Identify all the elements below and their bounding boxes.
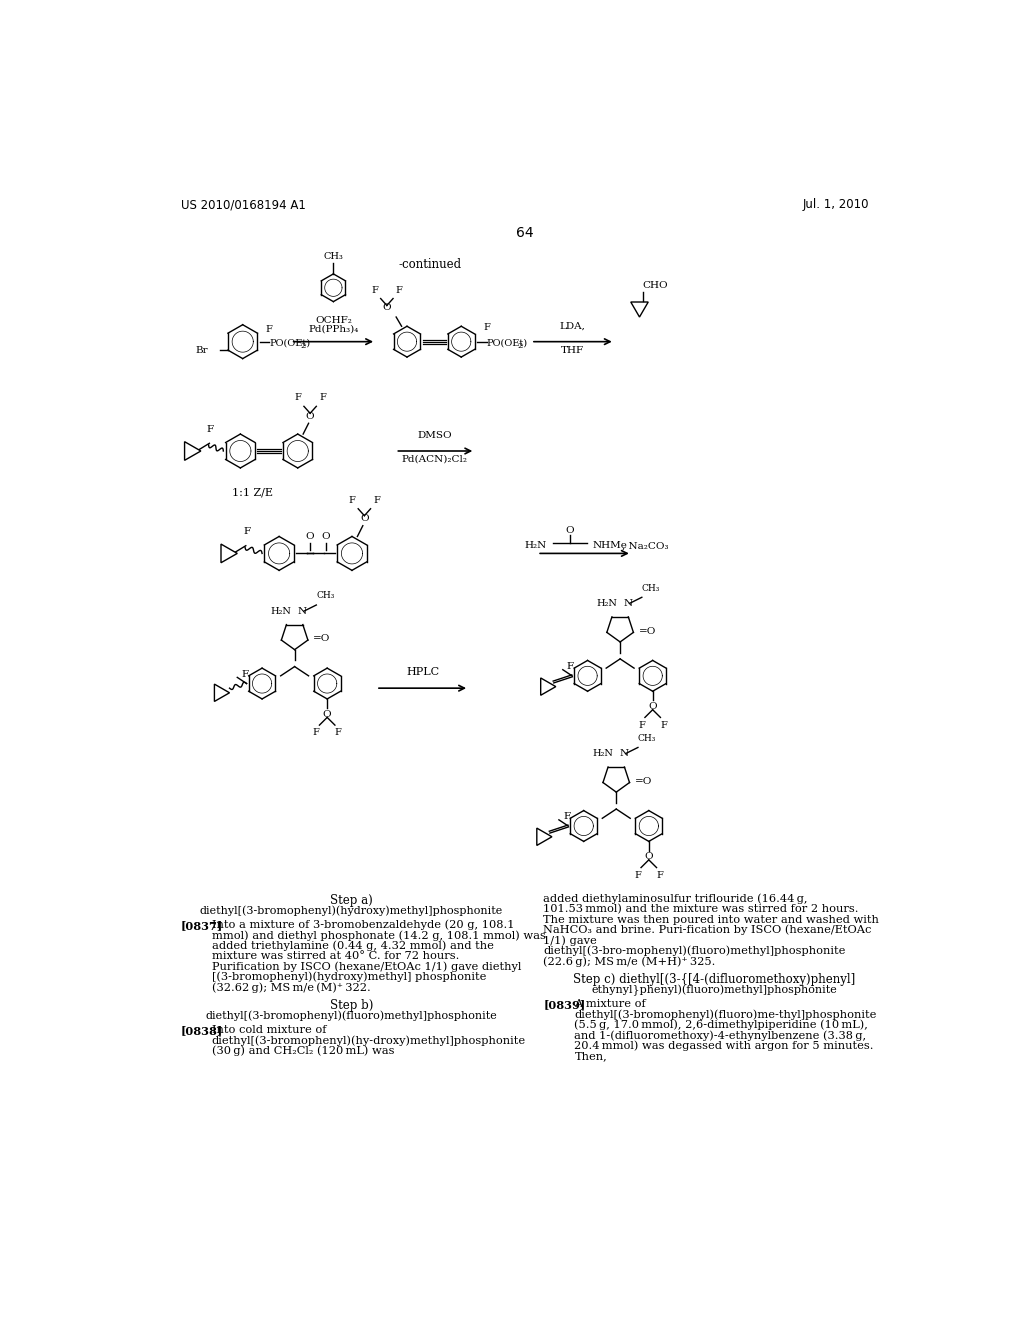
Text: H₂N: H₂N — [524, 541, 547, 550]
Text: CH₃: CH₃ — [638, 734, 656, 743]
Text: Br: Br — [196, 346, 208, 355]
Text: CHO: CHO — [643, 281, 669, 290]
Text: HPLC: HPLC — [406, 668, 439, 677]
Text: F: F — [265, 325, 272, 334]
Text: diethyl[(3-bromophenyl)(hy‑droxy)methyl]phosphonite: diethyl[(3-bromophenyl)(hy‑droxy)methyl]… — [212, 1035, 526, 1045]
Text: Then,: Then, — [574, 1051, 607, 1061]
Text: F: F — [396, 286, 402, 296]
Text: 2: 2 — [300, 342, 305, 350]
Text: F: F — [294, 393, 301, 403]
Text: Into a mixture of 3-bromobenzaldehyde (20 g, 108.1: Into a mixture of 3-bromobenzaldehyde (2… — [212, 920, 514, 931]
Text: O: O — [306, 412, 314, 421]
Text: N: N — [620, 750, 629, 758]
Text: O: O — [565, 525, 574, 535]
Text: 20.4 mmol) was degassed with argon for 5 minutes.: 20.4 mmol) was degassed with argon for 5… — [574, 1040, 873, 1051]
Text: 1/1) gave: 1/1) gave — [544, 936, 597, 946]
Text: F: F — [660, 721, 667, 730]
Text: LDA,: LDA, — [560, 322, 586, 331]
Text: F: F — [313, 729, 319, 737]
Text: Purification by ISCO (hexane/EtOAc 1/1) gave diethyl: Purification by ISCO (hexane/EtOAc 1/1) … — [212, 961, 521, 972]
Text: mmol) and diethyl phosphonate (14.2 g, 108.1 mmol) was: mmol) and diethyl phosphonate (14.2 g, 1… — [212, 931, 546, 941]
Text: -continued: -continued — [398, 259, 462, 272]
Text: A mixture of: A mixture of — [574, 999, 646, 1008]
Text: diethyl[(3-bromophenyl)(fluoro)me‑thyl]phosphonite: diethyl[(3-bromophenyl)(fluoro)me‑thyl]p… — [574, 1010, 877, 1020]
Text: PO(OEt): PO(OEt) — [486, 339, 528, 347]
Text: H₂N: H₂N — [596, 599, 617, 609]
Text: F: F — [319, 393, 327, 403]
Text: 1:1 Z/E: 1:1 Z/E — [231, 488, 272, 498]
Text: N: N — [624, 599, 633, 609]
Text: O: O — [322, 532, 330, 541]
Text: (30 g) and CH₂Cl₂ (120 mL) was: (30 g) and CH₂Cl₂ (120 mL) was — [212, 1045, 394, 1056]
Text: , Na₂CO₃: , Na₂CO₃ — [623, 541, 669, 550]
Text: THF: THF — [561, 346, 585, 355]
Text: [(3-bromophenyl)(hydroxy)methyl] phosphonite: [(3-bromophenyl)(hydroxy)methyl] phospho… — [212, 972, 486, 982]
Text: H₂N: H₂N — [592, 750, 613, 758]
Text: F: F — [335, 729, 341, 737]
Text: NaHCO₃ and brine. Puri‑fication by ISCO (hexane/EtOAc: NaHCO₃ and brine. Puri‑fication by ISCO … — [544, 925, 871, 936]
Text: [0837]: [0837] — [180, 920, 223, 931]
Text: Step c) diethyl[(3-{[4-(difluoromethoxy)phenyl]: Step c) diethyl[(3-{[4-(difluoromethoxy)… — [572, 973, 855, 986]
Text: (5.5 g, 17.0 mmol), 2,6-dimethylpiperidine (10 mL),: (5.5 g, 17.0 mmol), 2,6-dimethylpiperidi… — [574, 1019, 868, 1030]
Text: [0838]: [0838] — [180, 1026, 223, 1036]
Text: CH₃: CH₃ — [316, 591, 335, 601]
Text: F: F — [242, 669, 249, 678]
Text: diethyl[(3-bromophenyl)(hydroxy)methyl]phosphonite: diethyl[(3-bromophenyl)(hydroxy)methyl]p… — [200, 906, 503, 916]
Text: Jul. 1, 2010: Jul. 1, 2010 — [803, 198, 869, 211]
Text: F: F — [207, 425, 214, 434]
Text: diethyl[(3-bromophenyl)(fluoro)methyl]phosphonite: diethyl[(3-bromophenyl)(fluoro)methyl]ph… — [206, 1010, 497, 1020]
Text: (32.62 g); MS m/e (M)⁺ 322.: (32.62 g); MS m/e (M)⁺ 322. — [212, 982, 371, 993]
Text: O: O — [644, 853, 653, 861]
Text: F: F — [374, 496, 381, 506]
Text: O: O — [323, 710, 332, 718]
Text: added diethylaminosulfur triflouride (16.44 g,: added diethylaminosulfur triflouride (16… — [544, 894, 808, 904]
Text: NHMe: NHMe — [593, 541, 628, 550]
Text: (22.6 g); MS m/e (M+H)⁺ 325.: (22.6 g); MS m/e (M+H)⁺ 325. — [544, 956, 716, 966]
Text: H₂N: H₂N — [270, 607, 292, 615]
Text: ethynyl}phenyl)(fluoro)methyl]phosphonite: ethynyl}phenyl)(fluoro)methyl]phosphonit… — [591, 985, 837, 995]
Text: F: F — [635, 871, 641, 879]
Text: O: O — [360, 515, 369, 524]
Text: The mixture was then poured into water and washed with: The mixture was then poured into water a… — [544, 915, 880, 924]
Text: DMSO: DMSO — [418, 432, 453, 441]
Text: F: F — [348, 496, 355, 506]
Text: Step a): Step a) — [330, 894, 373, 907]
Text: [0839]: [0839] — [544, 999, 586, 1010]
Text: F: F — [638, 721, 645, 730]
Text: CH₃: CH₃ — [642, 583, 660, 593]
Text: F: F — [656, 871, 664, 879]
Text: O: O — [648, 702, 657, 711]
Text: F: F — [371, 286, 378, 296]
Text: Step b): Step b) — [330, 999, 373, 1012]
Text: =O: =O — [635, 777, 652, 785]
Text: and 1-(difluoromethoxy)-4-ethynylbenzene (3.38 g,: and 1-(difluoromethoxy)-4-ethynylbenzene… — [574, 1030, 866, 1040]
Text: N: N — [298, 607, 307, 615]
Text: Pd(ACN)₂Cl₂: Pd(ACN)₂Cl₂ — [401, 455, 468, 463]
Text: 2: 2 — [518, 342, 523, 350]
Text: F: F — [567, 663, 574, 671]
Text: 64: 64 — [516, 226, 534, 240]
Text: Pd(PPh₃)₄: Pd(PPh₃)₄ — [308, 325, 358, 334]
Text: added triethylamine (0.44 g, 4.32 mmol) and the: added triethylamine (0.44 g, 4.32 mmol) … — [212, 941, 494, 952]
Text: mixture was stirred at 40° C. for 72 hours.: mixture was stirred at 40° C. for 72 hou… — [212, 952, 459, 961]
Text: O: O — [306, 532, 314, 541]
Text: OCHF₂: OCHF₂ — [315, 315, 352, 325]
Text: 101.53 mmol) and the mixture was stirred for 2 hours.: 101.53 mmol) and the mixture was stirred… — [544, 904, 859, 915]
Text: =O: =O — [639, 627, 656, 636]
Text: diethyl[(3-bro‑mophenyl)(fluoro)methyl]phosphonite: diethyl[(3-bro‑mophenyl)(fluoro)methyl]p… — [544, 945, 846, 956]
Text: O: O — [383, 304, 391, 313]
Text: F: F — [483, 323, 490, 333]
Text: PO(OEt): PO(OEt) — [269, 339, 310, 347]
Text: CH₃: CH₃ — [324, 252, 343, 261]
Text: F: F — [243, 528, 250, 536]
Text: Into cold mixture of: Into cold mixture of — [212, 1026, 327, 1035]
Text: US 2010/0168194 A1: US 2010/0168194 A1 — [180, 198, 305, 211]
Text: =O: =O — [313, 635, 331, 643]
Text: F: F — [563, 812, 570, 821]
